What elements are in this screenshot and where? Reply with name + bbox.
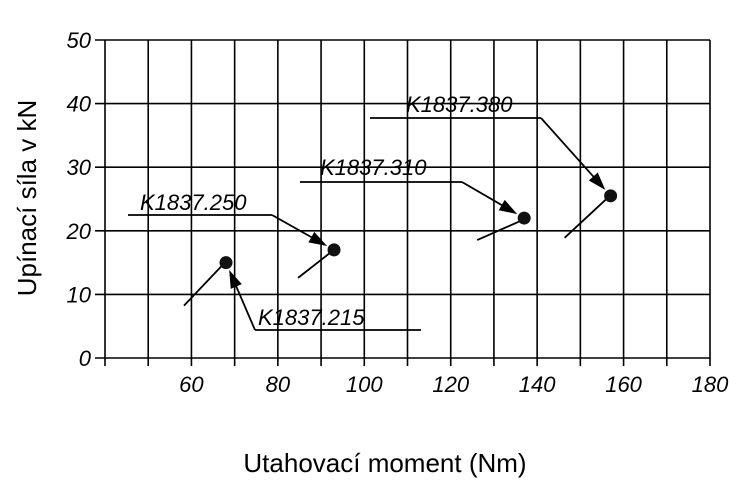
leader-line [540, 117, 597, 181]
x-tick-label: 140 [519, 372, 556, 397]
y-tick-label: 50 [67, 28, 92, 53]
x-axis-title: Utahovací moment (Nm) [243, 448, 526, 478]
point-tail-line [183, 264, 223, 307]
x-tick-label: 160 [605, 372, 642, 397]
point-label: K1837.250 [140, 190, 247, 215]
x-tick-label: 180 [692, 372, 729, 397]
y-tick-label: 30 [67, 155, 92, 180]
point-tail-line [297, 252, 331, 279]
point-label: K1837.380 [406, 92, 513, 117]
leader-arrowhead [588, 172, 606, 190]
x-tick-label: 80 [266, 372, 291, 397]
leader-lines [128, 117, 608, 331]
y-tick-label: 10 [67, 282, 92, 307]
y-tick-label: 0 [79, 346, 92, 371]
x-tick-label: 100 [346, 372, 383, 397]
point-label: K1837.310 [320, 155, 427, 180]
leader-line [271, 214, 316, 240]
grid [95, 39, 711, 366]
y-tick-label: 40 [67, 92, 92, 117]
leader-arrowhead [229, 269, 242, 289]
leader-line [461, 181, 506, 208]
leader-arrowhead [308, 231, 328, 246]
leader-line [233, 282, 256, 331]
y-axis-title: Upínací síla v kN [12, 100, 42, 297]
data-points [219, 189, 618, 270]
x-tick-label: 60 [179, 372, 204, 397]
y-tick-label: 20 [66, 219, 92, 244]
x-tick-label: 120 [432, 372, 469, 397]
leader-arrowhead [498, 199, 518, 215]
point-label: K1837.215 [258, 305, 365, 330]
data-point [604, 189, 618, 203]
point-tail-line [563, 198, 608, 239]
data-point [517, 211, 531, 225]
tick-labels: 0 10 20 30 40 50 60 80 100 120 140 160 180 [66, 28, 730, 397]
data-point [327, 243, 341, 257]
point-tail-line [476, 220, 521, 241]
point-labels: K1837.215 K1837.250 K1837.310 K1837.380 [140, 92, 513, 330]
data-point [219, 256, 233, 270]
